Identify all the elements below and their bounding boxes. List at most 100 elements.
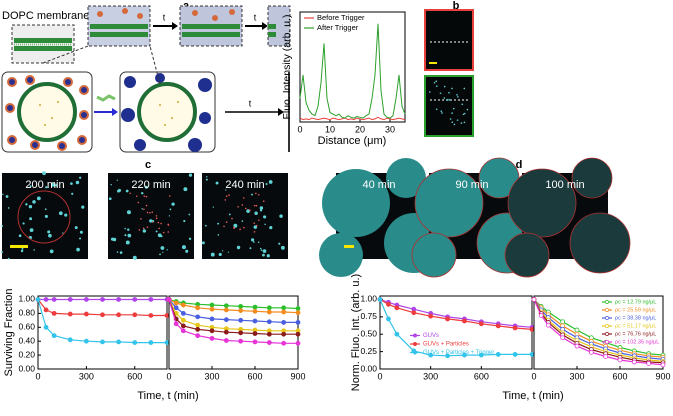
x-tick-label: 600 <box>127 371 142 381</box>
point <box>266 305 272 311</box>
series-line <box>168 298 299 310</box>
speck <box>149 211 151 214</box>
series-line <box>299 23 406 119</box>
speck <box>440 110 443 113</box>
speck <box>144 185 148 189</box>
point <box>252 331 258 336</box>
micrograph <box>108 173 194 259</box>
x-tick-label: 600 <box>247 371 262 381</box>
speck <box>205 176 208 178</box>
point <box>411 310 417 316</box>
point <box>67 337 73 343</box>
point <box>617 357 623 363</box>
speck <box>262 200 265 203</box>
speck <box>435 80 438 83</box>
speck <box>215 181 219 185</box>
speck <box>137 201 140 204</box>
x-axis-label: Time, t (min) <box>137 390 198 402</box>
speck <box>51 182 55 187</box>
series-line <box>379 298 533 328</box>
speck <box>258 219 260 221</box>
speck <box>145 195 148 198</box>
speck <box>116 179 118 181</box>
x-tick-label: 300 <box>569 371 584 381</box>
panel-label: c <box>145 159 151 171</box>
speck <box>127 228 130 231</box>
speck <box>461 103 464 106</box>
speck <box>263 215 267 219</box>
speck <box>239 228 241 231</box>
speck <box>237 205 239 208</box>
arrow-label: t <box>249 98 252 108</box>
point <box>51 333 57 339</box>
speck <box>22 222 25 225</box>
y-axis-label: Fluo. Intensity (arb. u.) <box>281 14 293 119</box>
speck <box>451 87 453 90</box>
point <box>173 300 179 306</box>
point <box>560 319 566 325</box>
speck <box>58 211 63 216</box>
plot-frame <box>299 11 406 123</box>
speck <box>1 225 4 227</box>
time-label: 40 min <box>362 179 395 191</box>
speck <box>218 252 222 257</box>
speck <box>217 222 220 225</box>
x-tick-label: 600 <box>612 371 627 381</box>
point <box>574 327 580 333</box>
point <box>238 317 244 323</box>
speck <box>251 193 253 196</box>
point <box>223 338 229 343</box>
speck <box>155 215 158 217</box>
series-line <box>299 116 406 121</box>
y-tick-label: 0.25 <box>360 346 377 356</box>
legend-marker <box>605 308 609 312</box>
speck <box>463 87 466 90</box>
point <box>180 323 186 329</box>
point <box>531 297 537 302</box>
speck <box>204 224 207 227</box>
speck <box>456 119 459 121</box>
speck <box>462 113 465 116</box>
vesicle <box>571 157 613 199</box>
y-tick-label: 0.80 <box>18 308 35 318</box>
point <box>660 362 666 368</box>
speck <box>79 230 83 234</box>
point <box>252 318 258 324</box>
y-axis-label: Norm. Fluo. Int. (arb. u.) <box>350 274 362 391</box>
scale-bar <box>344 245 354 248</box>
point <box>445 316 450 322</box>
point <box>428 313 434 319</box>
speck <box>146 226 149 228</box>
speck <box>217 234 220 236</box>
speck <box>146 211 149 214</box>
legend-marker <box>413 350 417 355</box>
point <box>116 339 122 345</box>
legend-marker <box>413 342 417 346</box>
point <box>67 311 73 317</box>
point <box>83 297 89 302</box>
speck <box>224 199 227 201</box>
speck <box>141 208 143 210</box>
point <box>116 297 122 302</box>
speck <box>28 204 33 209</box>
speck <box>151 221 154 223</box>
speck <box>264 223 266 226</box>
x-tick-label: 30 <box>385 124 395 134</box>
micrograph <box>202 173 288 259</box>
speck <box>453 123 456 126</box>
speck <box>45 186 48 189</box>
speck <box>248 209 251 211</box>
speck <box>428 91 431 93</box>
speck <box>253 231 256 233</box>
speck <box>451 121 454 124</box>
legend-label: ρc = 12.79 ng/μL <box>615 299 656 305</box>
point <box>574 343 580 349</box>
plot-frame <box>37 295 168 370</box>
speck <box>157 221 160 224</box>
speck <box>126 210 131 215</box>
speck <box>188 213 191 216</box>
speck <box>260 249 263 252</box>
speck <box>227 251 230 253</box>
speck <box>435 108 438 111</box>
speck <box>125 189 129 193</box>
